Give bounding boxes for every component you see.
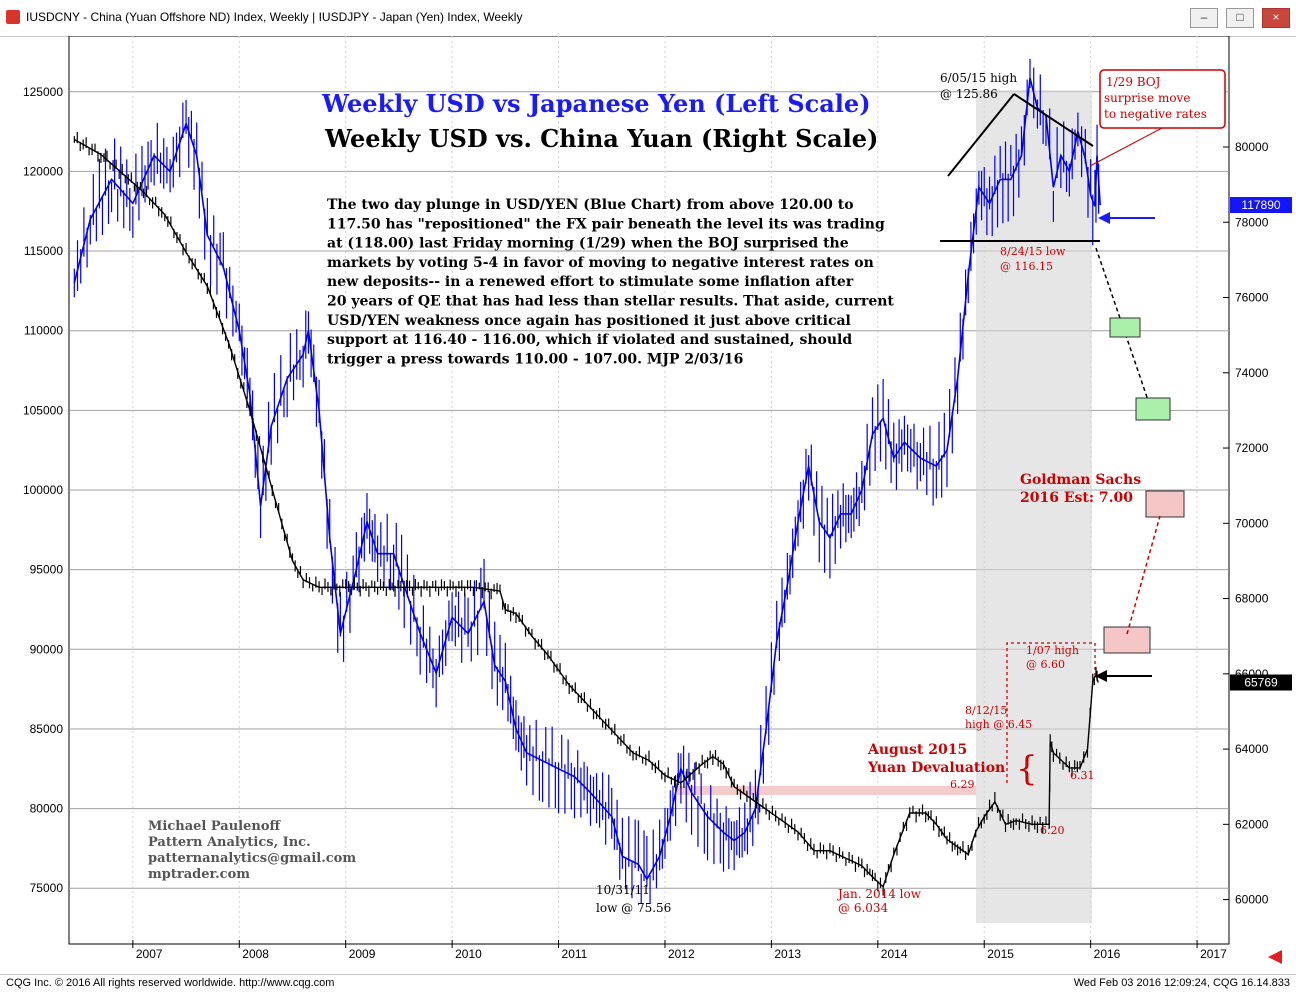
boj-callout-pointer bbox=[1089, 127, 1163, 167]
x-tick-label: 2011 bbox=[562, 947, 588, 961]
annotation-text: 8/24/15 low bbox=[1000, 245, 1066, 258]
last-value-tag-cny bbox=[1230, 674, 1292, 691]
annotation-text: @ 125.86 bbox=[940, 87, 998, 101]
last-value-tag-yen bbox=[1230, 197, 1292, 214]
last-value-text-cny: 65769 bbox=[1244, 676, 1278, 690]
commentary-line: trigger a press towards 110.00 - 107.00.… bbox=[327, 351, 743, 367]
target-box-pink-2 bbox=[1145, 490, 1185, 518]
left-tick-label: 100000 bbox=[23, 483, 63, 497]
x-tick-label: 2016 bbox=[1094, 947, 1121, 961]
right-tick-label: 64000 bbox=[1235, 742, 1269, 756]
commentary-line: markets by voting 5-4 in favor of moving… bbox=[327, 255, 874, 271]
commentary-line: new deposits-- in a renewed effort to st… bbox=[327, 274, 854, 290]
annotation-text: surprise move bbox=[1104, 91, 1190, 105]
credit-line: patternanalytics@gmail.com bbox=[148, 851, 356, 866]
annotation-text: 10/31/11 bbox=[596, 883, 650, 897]
annotation-text: @ 6.60 bbox=[1026, 658, 1065, 671]
credit-line: mptrader.com bbox=[148, 867, 250, 882]
commentary-line: 117.50 has "repositioned" the FX pair be… bbox=[327, 216, 885, 232]
x-tick-label: 2017 bbox=[1200, 947, 1227, 961]
status-copyright: CQG Inc. © 2016 All rights reserved worl… bbox=[6, 977, 335, 989]
app-icon bbox=[6, 10, 20, 24]
support-band-629 bbox=[676, 786, 976, 795]
annotation-text: 1/07 high bbox=[1026, 644, 1079, 657]
left-tick-label: 125000 bbox=[23, 85, 63, 99]
right-tick-label: 76000 bbox=[1235, 291, 1269, 305]
right-tick-label: 66000 bbox=[1235, 667, 1269, 681]
left-tick-label: 105000 bbox=[23, 403, 63, 417]
x-tick-label: 2008 bbox=[242, 947, 269, 961]
commentary-line: The two day plunge in USD/YEN (Blue Char… bbox=[327, 197, 854, 213]
commentary-line: support at 116.40 - 116.00, which if vio… bbox=[327, 332, 852, 348]
title-text: Weekly USD vs Japanese Yen (Left Scale) bbox=[321, 89, 871, 118]
annotation-text: @ 6.034 bbox=[838, 901, 889, 915]
commentary-line: 20 years of QE that has had less than st… bbox=[327, 294, 894, 310]
left-tick-label: 110000 bbox=[24, 324, 63, 338]
commentary-line: at (118.00) last Friday morning (1/29) w… bbox=[327, 236, 849, 252]
left-tick-label: 115000 bbox=[24, 244, 63, 258]
right-tick-label: 80000 bbox=[1235, 140, 1269, 154]
right-tick-label: 72000 bbox=[1235, 441, 1269, 455]
status-timestamp: Wed Feb 03 2016 12:09:24, CQG 16.14.833 bbox=[1073, 977, 1290, 989]
arrow-head-blue bbox=[1098, 212, 1110, 224]
target-box-pink-1 bbox=[1103, 626, 1151, 654]
annotation-text: August 2015 bbox=[867, 742, 967, 758]
shaded-region-2015 bbox=[976, 90, 1092, 923]
annotation-text: Goldman Sachs bbox=[1020, 472, 1141, 488]
target-box-green-2 bbox=[1135, 397, 1171, 421]
boj-callout-box bbox=[1099, 69, 1226, 129]
target-box-green-1 bbox=[1109, 317, 1141, 338]
credit-line: Pattern Analytics, Inc. bbox=[148, 835, 311, 850]
right-tick-label: 74000 bbox=[1235, 366, 1269, 380]
annotation-text: 6/05/15 high bbox=[940, 71, 1017, 85]
last-value-text-yen: 117890 bbox=[1241, 198, 1280, 212]
x-tick-label: 2014 bbox=[881, 947, 908, 961]
x-tick-label: 2015 bbox=[987, 947, 1014, 961]
window-titlebar: IUSDCNY - China (Yuan Offshore ND) Index… bbox=[0, 0, 1296, 37]
right-tick-label: 62000 bbox=[1235, 817, 1269, 831]
trendline-falling bbox=[1013, 93, 1094, 147]
annotation-text: Jan. 2014 low bbox=[836, 887, 922, 901]
left-tick-label: 120000 bbox=[23, 164, 63, 178]
left-tick-label: 75000 bbox=[30, 881, 64, 895]
x-tick-label: 2009 bbox=[349, 947, 376, 961]
left-tick-label: 95000 bbox=[30, 563, 64, 577]
brace-symbol: { bbox=[1016, 749, 1038, 789]
scroll-left-arrow-icon bbox=[1268, 950, 1282, 964]
annotation-text: 2016 Est: 7.00 bbox=[1020, 490, 1133, 506]
trendline-rising bbox=[947, 93, 1015, 177]
close-button[interactable]: × bbox=[1262, 8, 1290, 28]
annotation-text: 6.20 bbox=[1040, 824, 1065, 837]
annotation-text: 8/12/15 bbox=[965, 704, 1007, 717]
restore-button[interactable]: □ bbox=[1226, 8, 1254, 28]
right-tick-label: 68000 bbox=[1235, 592, 1269, 606]
annotation-text: low @ 75.56 bbox=[596, 901, 671, 915]
x-tick-label: 2010 bbox=[455, 947, 482, 961]
left-tick-label: 80000 bbox=[30, 802, 64, 816]
minimize-button[interactable]: – bbox=[1190, 8, 1218, 28]
annotation-text: @ 116.15 bbox=[1000, 260, 1053, 273]
series-line-iusdcny bbox=[73, 138, 1099, 889]
right-tick-label: 70000 bbox=[1235, 516, 1269, 530]
annotation-text: 6.29 bbox=[950, 778, 975, 791]
commentary-line: USD/YEN weakness once again has position… bbox=[327, 313, 851, 329]
annotation-text: 1/29 BOJ bbox=[1106, 75, 1161, 89]
x-tick-label: 2007 bbox=[136, 947, 163, 961]
right-tick-label: 78000 bbox=[1235, 215, 1269, 229]
annotation-text: Yuan Devaluation bbox=[867, 760, 1005, 776]
annotation-text: high @ 6.45 bbox=[965, 718, 1032, 731]
left-tick-label: 85000 bbox=[30, 722, 64, 736]
subtitle-text: Weekly USD vs. China Yuan (Right Scale) bbox=[324, 124, 878, 153]
status-bar: CQG Inc. © 2016 All rights reserved worl… bbox=[0, 974, 1296, 992]
annotation-text: to negative rates bbox=[1104, 107, 1207, 121]
annotation-text: 6.31 bbox=[1070, 769, 1095, 782]
left-tick-label: 90000 bbox=[30, 642, 64, 656]
window-title: IUSDCNY - China (Yuan Offshore ND) Index… bbox=[26, 10, 523, 24]
chart-area: 117890 65769 125000 120000 115000 110000 1050… bbox=[23, 36, 1292, 964]
x-tick-label: 2012 bbox=[668, 947, 695, 961]
x-tick-label: 2013 bbox=[774, 947, 801, 961]
arrow-head-black bbox=[1095, 670, 1107, 682]
right-tick-label: 60000 bbox=[1235, 893, 1269, 907]
credit-line: Michael Paulenoff bbox=[148, 819, 281, 834]
